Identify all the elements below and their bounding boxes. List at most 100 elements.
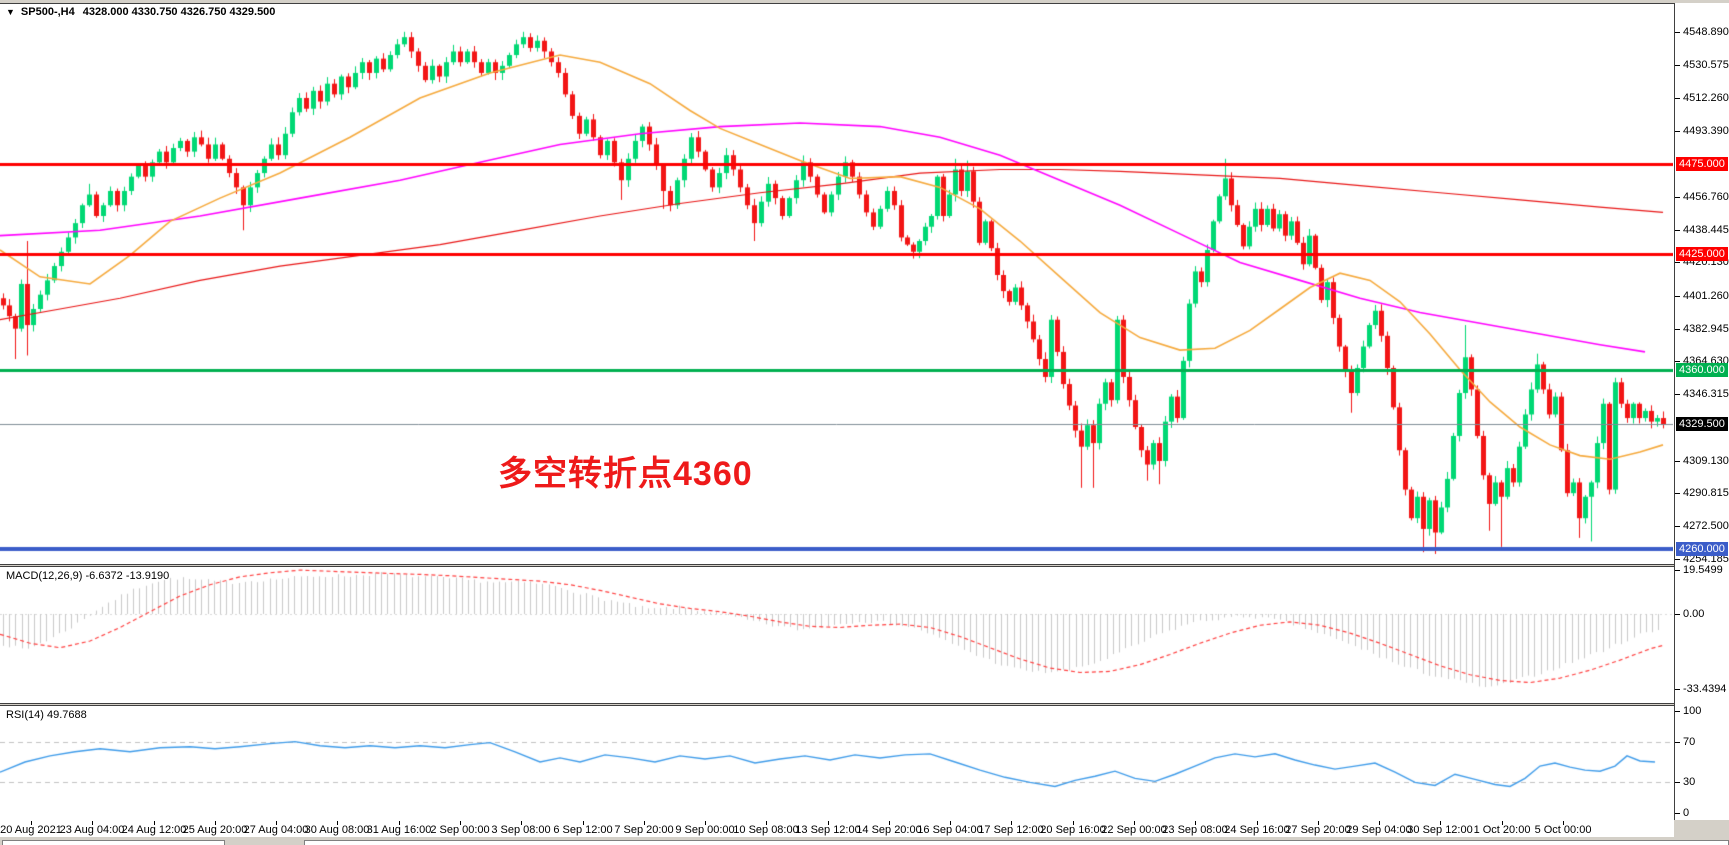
time-axis-tick bbox=[1134, 821, 1135, 825]
time-axis-label: 27 Aug 04:00 bbox=[243, 824, 309, 836]
rsi-axis-label: 70 bbox=[1683, 735, 1696, 748]
time-axis-label: 23 Aug 04:00 bbox=[59, 824, 125, 836]
time-axis-label: 3 Sep 08:00 bbox=[491, 824, 551, 836]
price-axis-label: 4254.185 bbox=[1683, 553, 1729, 565]
price-axis-label: 4512.260 bbox=[1683, 91, 1729, 104]
price-axis-label-tick bbox=[1675, 493, 1680, 495]
macd-label: MACD(12,26,9) -6.6372 -13.9190 bbox=[6, 570, 170, 582]
price-axis-label-tick bbox=[1675, 262, 1680, 264]
time-axis-label: 23 Sep 08:00 bbox=[1162, 824, 1228, 836]
price-line-badge-4329.500: 4329.500 bbox=[1676, 417, 1728, 432]
time-axis-label: 6 Sep 12:00 bbox=[553, 824, 613, 836]
rsi-axis-label: 0 bbox=[1683, 807, 1690, 819]
price-axis-label: 4438.445 bbox=[1683, 223, 1729, 236]
time-axis-tick bbox=[1073, 821, 1074, 825]
price-axis-label-tick bbox=[1675, 526, 1680, 528]
time-axis-tick bbox=[1011, 821, 1012, 825]
macd-axis-label-tick bbox=[1675, 689, 1680, 691]
price-axis-label-tick bbox=[1675, 97, 1680, 99]
rsi-axis-label-tick bbox=[1675, 782, 1680, 784]
time-axis-label: 9 Sep 00:00 bbox=[675, 824, 735, 836]
price-axis-label-tick bbox=[1675, 295, 1680, 297]
time-axis-tick bbox=[766, 821, 767, 825]
price-axis-label-tick bbox=[1675, 361, 1680, 363]
time-axis-label: 16 Sep 04:00 bbox=[917, 824, 983, 836]
symbol-period-label: SP500-,H4 bbox=[20, 6, 75, 18]
time-scale[interactable]: 20 Aug 2021 23 Aug 04:00 24 Aug 12:00 25 Au… bbox=[0, 821, 1674, 837]
price-axis-label: 4382.945 bbox=[1683, 322, 1729, 335]
time-axis-tick bbox=[337, 821, 338, 825]
time-axis-label: 27 Sep 20:00 bbox=[1285, 824, 1351, 836]
time-axis-tick bbox=[828, 821, 829, 825]
time-axis-label: 24 Sep 16:00 bbox=[1224, 824, 1290, 836]
macd-indicator-panel[interactable] bbox=[0, 566, 1674, 704]
price-axis-label: 4309.130 bbox=[1683, 454, 1729, 467]
price-axis-label-tick bbox=[1675, 32, 1680, 33]
time-axis-label: 10 Sep 08:00 bbox=[733, 824, 799, 836]
chart-text-annotation[interactable]: 多空转折点4360 bbox=[498, 455, 753, 493]
rsi-axis-label-tick bbox=[1675, 741, 1680, 743]
price-axis-label: 4548.890 bbox=[1683, 26, 1729, 38]
chart-title: ▼ SP500-,H4 4328.000 4330.750 4326.750 432… bbox=[6, 6, 275, 18]
time-axis-tick bbox=[276, 821, 277, 825]
rsi-axis-label: 100 bbox=[1683, 705, 1702, 717]
time-axis-tick bbox=[1502, 821, 1503, 825]
price-axis-label-tick bbox=[1675, 131, 1680, 133]
time-axis-label: 29 Sep 04:00 bbox=[1346, 824, 1412, 836]
main-price-panel[interactable] bbox=[0, 3, 1674, 565]
main-chart-canvas[interactable] bbox=[0, 4, 1673, 562]
time-axis-tick bbox=[1195, 821, 1196, 825]
price-line-badge-4475.000: 4475.000 bbox=[1676, 157, 1728, 172]
macd-axis-label: 0.00 bbox=[1683, 608, 1705, 620]
time-axis-tick bbox=[399, 821, 400, 825]
time-axis-label: 5 Oct 00:00 bbox=[1534, 824, 1592, 836]
time-axis-label: 13 Sep 12:00 bbox=[795, 824, 861, 836]
chart-tab-0[interactable] bbox=[2, 840, 225, 845]
price-scale-column[interactable]: 4548.890 4530.575 4512.260 4493.390 4456.760… bbox=[1674, 3, 1729, 820]
ohlc-values: 4328.000 4330.750 4326.750 4329.500 bbox=[82, 6, 276, 18]
macd-canvas[interactable] bbox=[0, 567, 1673, 701]
price-axis-label: 4272.500 bbox=[1683, 520, 1729, 533]
time-axis-tick bbox=[215, 821, 216, 825]
price-axis-label: 4530.575 bbox=[1683, 58, 1729, 71]
macd-axis-label: 19.5499 bbox=[1683, 564, 1723, 576]
price-axis-label: 4493.390 bbox=[1683, 125, 1729, 138]
time-axis-tick bbox=[705, 821, 706, 825]
price-axis-label-tick bbox=[1675, 64, 1680, 66]
time-axis-label: 31 Aug 16:00 bbox=[366, 824, 432, 836]
price-axis-label-tick bbox=[1675, 229, 1680, 231]
price-axis-label-tick bbox=[1675, 196, 1680, 198]
time-axis-tick bbox=[1563, 821, 1564, 825]
time-axis-tick bbox=[583, 821, 584, 825]
price-axis-label-tick bbox=[1675, 559, 1680, 560]
macd-axis-label-tick bbox=[1675, 614, 1680, 615]
time-axis-tick bbox=[31, 821, 32, 825]
chevron-down-icon[interactable]: ▼ bbox=[6, 7, 15, 17]
time-axis-tick bbox=[1379, 821, 1380, 825]
time-axis-label: 7 Sep 20:00 bbox=[614, 824, 674, 836]
time-axis-label: 17 Sep 12:00 bbox=[978, 824, 1044, 836]
time-axis-tick bbox=[1440, 821, 1441, 825]
bottom-tab-strip bbox=[0, 838, 1729, 845]
time-axis-label: 25 Aug 20:00 bbox=[182, 824, 248, 836]
time-axis-tick bbox=[644, 821, 645, 825]
time-axis-tick bbox=[154, 821, 155, 825]
price-axis-label: 4456.760 bbox=[1683, 190, 1729, 203]
time-axis-label: 30 Sep 12:00 bbox=[1407, 824, 1473, 836]
time-axis-tick bbox=[1318, 821, 1319, 825]
time-axis-label: 20 Sep 16:00 bbox=[1040, 824, 1106, 836]
rsi-canvas[interactable] bbox=[0, 706, 1673, 819]
price-axis-label-tick bbox=[1675, 328, 1680, 330]
time-axis-label: 20 Aug 2021 bbox=[0, 824, 62, 836]
time-axis-label: 30 Aug 08:00 bbox=[304, 824, 370, 836]
rsi-axis-label: 30 bbox=[1683, 776, 1696, 789]
chart-tab-1[interactable] bbox=[304, 840, 1729, 845]
rsi-indicator-panel[interactable] bbox=[0, 705, 1674, 822]
price-axis-label: 4401.260 bbox=[1683, 289, 1729, 302]
rsi-axis-label-tick bbox=[1675, 711, 1680, 712]
time-axis-tick bbox=[521, 821, 522, 825]
price-line-badge-4425.000: 4425.000 bbox=[1676, 246, 1728, 261]
time-axis-label: 24 Aug 12:00 bbox=[121, 824, 187, 836]
time-axis-tick bbox=[950, 821, 951, 825]
